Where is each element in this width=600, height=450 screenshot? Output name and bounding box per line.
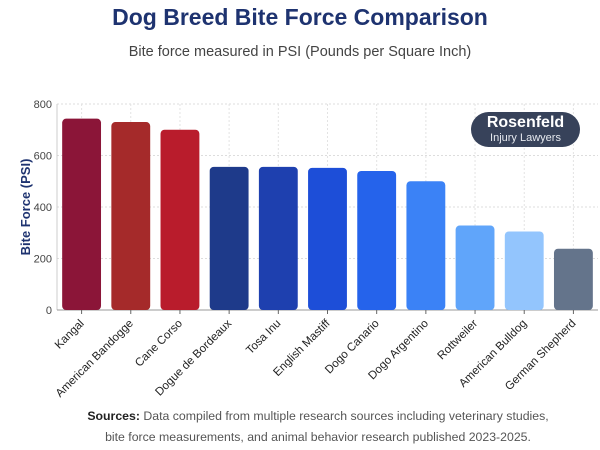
bar-american-bulldog[interactable] [504, 231, 544, 310]
x-tick-label: Cane Corso [133, 318, 185, 370]
bar-english-mastiff[interactable] [308, 167, 347, 310]
y-tick-label: 400 [34, 202, 52, 214]
sources-note: Sources: Data compiled from multiple res… [78, 406, 558, 448]
y-tick-labels: 0 200 400 600 800 [34, 99, 52, 317]
chart-subtitle: Bite force measured in PSI (Pounds per S… [128, 44, 472, 60]
logo-line2: Injury Lawyers [490, 132, 561, 144]
y-tick-label: 200 [34, 254, 52, 266]
bars [62, 118, 593, 311]
y-tick-label: 600 [34, 151, 52, 163]
x-tick-label: Rottweiler [436, 318, 481, 363]
bar-cane-corso[interactable] [160, 129, 200, 310]
logo-line1: Rosenfeld [486, 114, 565, 131]
sources-label: Sources: [87, 409, 140, 423]
bar-german-shepherd[interactable] [553, 248, 593, 310]
bar-dogo-canario[interactable] [357, 170, 397, 310]
x-tick-label: Kangal [53, 318, 87, 352]
x-tick-label: Tosa Inu [244, 318, 283, 357]
bar-dogo-argentino[interactable] [406, 181, 446, 310]
y-axis-label: Bite Force (PSI) [18, 159, 33, 256]
y-tick-label: 0 [46, 305, 52, 317]
bar-tosa-inu[interactable] [258, 166, 298, 310]
bar-american-bandogge[interactable] [111, 122, 151, 311]
sources-text: Data compiled from multiple research sou… [105, 409, 549, 444]
bar-dogue-de-bordeaux[interactable] [209, 166, 249, 310]
chart-title: Dog Breed Bite Force Comparison [112, 4, 488, 30]
rosenfeld-logo: Rosenfeld Injury Lawyers [471, 112, 580, 147]
y-tick-label: 800 [34, 99, 52, 111]
bar-rottweiler[interactable] [455, 225, 495, 310]
bar-kangal[interactable] [62, 118, 102, 311]
